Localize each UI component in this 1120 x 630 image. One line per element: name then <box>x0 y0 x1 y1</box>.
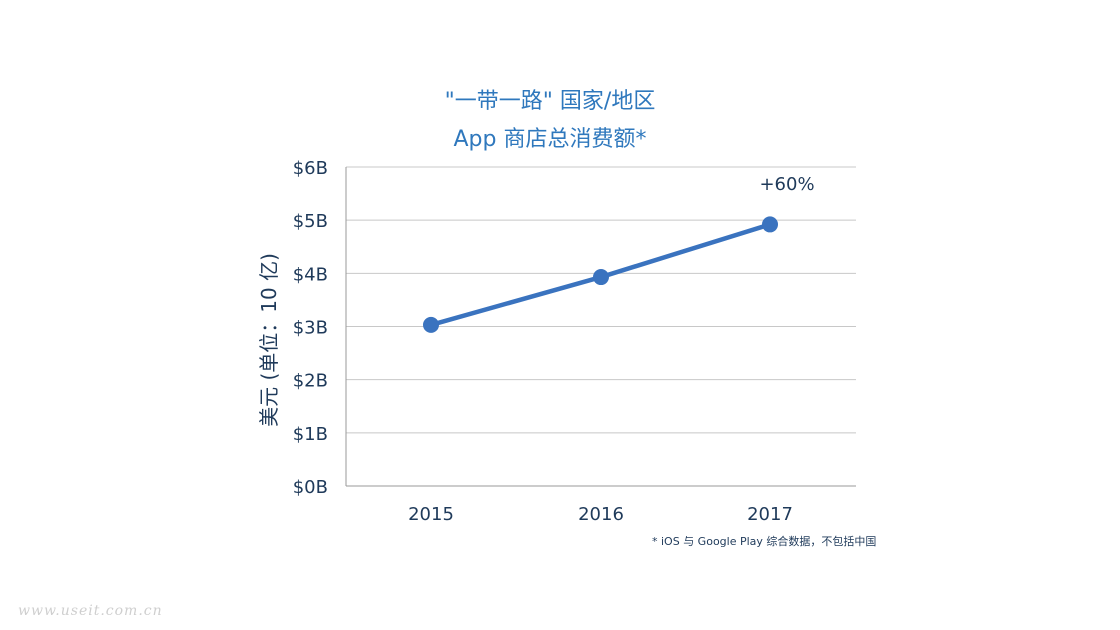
annotations: +60% <box>759 174 814 195</box>
grid-lines <box>346 166 856 434</box>
y-axis-label: 美元 (单位：10 亿) <box>257 253 281 427</box>
data-point <box>762 216 778 233</box>
data-point <box>423 316 439 333</box>
y-tick-label: $5B <box>293 211 328 232</box>
y-tick-label: $6B <box>293 158 328 179</box>
data-point <box>593 269 609 286</box>
y-tick-label: $1B <box>293 424 328 445</box>
footnote: * iOS 与 Google Play 综合数据，不包括中国 <box>652 535 877 548</box>
tick-labels: $0B $1B $2B $3B $4B $5B $6B 2015 2016 2017 <box>293 158 793 525</box>
x-tick-label: 2017 <box>747 504 793 525</box>
y-tick-label: $3B <box>293 318 328 339</box>
chart-title-line-1: "一带一路" 国家/地区 <box>444 89 656 114</box>
chart-title-line-2: App 商店总消费额* <box>453 127 647 152</box>
y-tick-label: $4B <box>293 264 328 285</box>
growth-annotation: +60% <box>759 174 814 195</box>
y-tick-label: $2B <box>293 371 328 392</box>
x-tick-label: 2016 <box>578 504 624 525</box>
x-tick-label: 2015 <box>408 504 454 525</box>
axes <box>345 167 856 487</box>
data-series <box>423 216 778 333</box>
y-tick-label: $0B <box>293 477 328 498</box>
watermark-text: www.useit.com.cn <box>18 603 163 619</box>
